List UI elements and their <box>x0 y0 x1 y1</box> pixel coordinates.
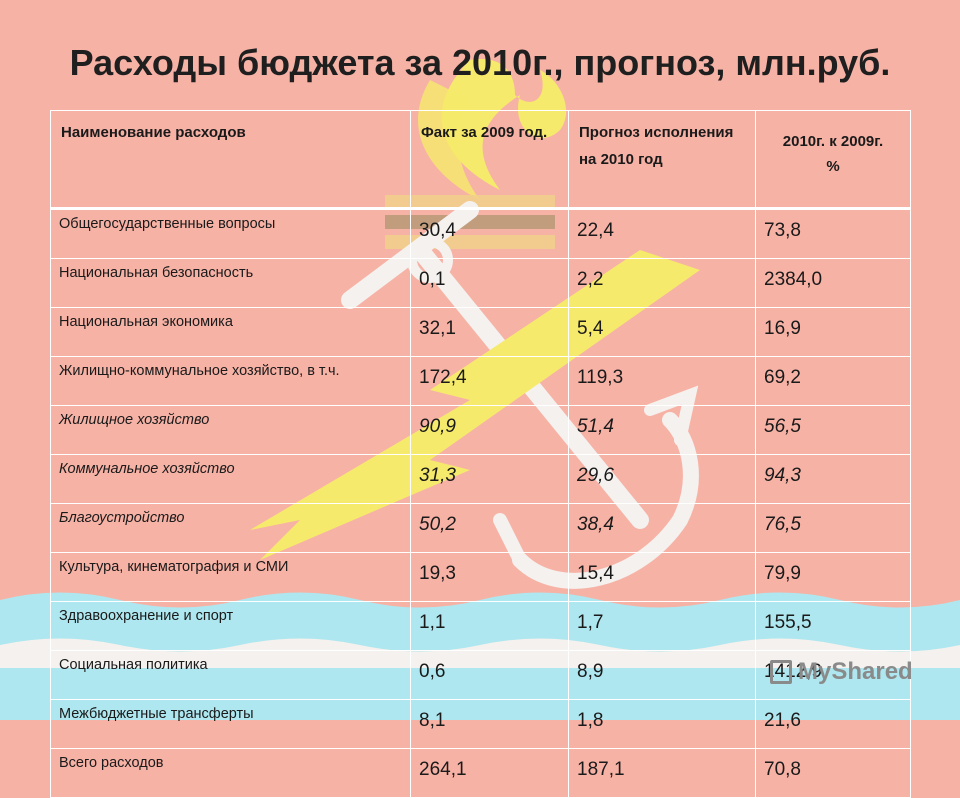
row-ratio: 56,5 <box>755 405 911 455</box>
table-row: Культура, кинематография и СМИ 19,3 15,4… <box>50 552 911 602</box>
header-ratio-line1: 2010г. к 2009г. <box>782 133 884 150</box>
table-row: Коммунальное хозяйство 31,3 29,6 94,3 <box>50 454 911 504</box>
row-forecast: 38,4 <box>568 503 756 553</box>
row-ratio: 69,2 <box>755 356 911 406</box>
row-fact: 30,4 <box>410 208 569 259</box>
row-ratio: 73,8 <box>755 208 911 259</box>
table-row: Жилищное хозяйство 90,9 51,4 56,5 <box>50 405 911 455</box>
table-row: Национальная безопасность 0,1 2,2 2384,0 <box>50 258 911 308</box>
row-ratio: 16,9 <box>755 307 911 357</box>
row-fact: 8,1 <box>410 699 569 749</box>
row-name: Общегосударственные вопросы <box>50 208 411 259</box>
row-fact: 0,6 <box>410 650 569 700</box>
row-fact: 31,3 <box>410 454 569 504</box>
row-name: Национальная безопасность <box>50 258 411 308</box>
row-name: Благоустройство <box>50 503 411 553</box>
row-forecast: 2,2 <box>568 258 756 308</box>
table-row: Общегосударственные вопросы 30,4 22,4 73… <box>50 208 911 259</box>
watermark-text: MyShared <box>798 658 913 685</box>
header-ratio-line2: % <box>826 158 840 175</box>
table-row: Здравоохранение и спорт 1,1 1,7 155,5 <box>50 601 911 651</box>
row-forecast: 119,3 <box>568 356 756 406</box>
row-forecast: 51,4 <box>568 405 756 455</box>
row-fact: 19,3 <box>410 552 569 602</box>
row-ratio: 2384,0 <box>755 258 911 308</box>
row-fact: 264,1 <box>410 748 569 798</box>
header-fact-2009: Факт за 2009 год. <box>410 110 569 209</box>
header-name: Наименование расходов <box>50 110 411 209</box>
row-forecast: 5,4 <box>568 307 756 357</box>
row-fact: 172,4 <box>410 356 569 406</box>
row-ratio: 76,5 <box>755 503 911 553</box>
row-forecast: 15,4 <box>568 552 756 602</box>
table-header-row: Наименование расходов Факт за 2009 год. … <box>50 110 911 209</box>
row-name: Культура, кинематография и СМИ <box>50 552 411 602</box>
row-name: Жилищное хозяйство <box>50 405 411 455</box>
row-ratio: 70,8 <box>755 748 911 798</box>
row-fact: 0,1 <box>410 258 569 308</box>
myshared-logo-icon <box>770 660 792 684</box>
row-forecast: 187,1 <box>568 748 756 798</box>
row-name: Коммунальное хозяйство <box>50 454 411 504</box>
header-ratio: 2010г. к 2009г. % <box>755 110 911 209</box>
row-forecast: 8,9 <box>568 650 756 700</box>
budget-table: Наименование расходов Факт за 2009 год. … <box>50 110 911 798</box>
row-forecast: 22,4 <box>568 208 756 259</box>
row-fact: 1,1 <box>410 601 569 651</box>
row-forecast: 1,8 <box>568 699 756 749</box>
row-ratio: 21,6 <box>755 699 911 749</box>
table-total-row: Всего расходов 264,1 187,1 70,8 <box>50 748 911 798</box>
table-row: Национальная экономика 32,1 5,4 16,9 <box>50 307 911 357</box>
row-name: Социальная политика <box>50 650 411 700</box>
row-fact: 90,9 <box>410 405 569 455</box>
page-title: Расходы бюджета за 2010г., прогноз, млн.… <box>69 42 891 83</box>
row-forecast: 29,6 <box>568 454 756 504</box>
row-name: Всего расходов <box>50 748 411 798</box>
table-row: Межбюджетные трансферты 8,1 1,8 21,6 <box>50 699 911 749</box>
header-forecast-2010: Прогноз исполнения на 2010 год <box>568 110 756 209</box>
row-fact: 32,1 <box>410 307 569 357</box>
row-fact: 50,2 <box>410 503 569 553</box>
row-name: Межбюджетные трансферты <box>50 699 411 749</box>
row-ratio: 94,3 <box>755 454 911 504</box>
row-ratio: 79,9 <box>755 552 911 602</box>
row-forecast: 1,7 <box>568 601 756 651</box>
watermark: MyShared <box>770 658 913 686</box>
row-name: Жилищно-коммунальное хозяйство, в т.ч. <box>50 356 411 406</box>
table-row: Жилищно-коммунальное хозяйство, в т.ч. 1… <box>50 356 911 406</box>
row-name: Здравоохранение и спорт <box>50 601 411 651</box>
row-ratio: 155,5 <box>755 601 911 651</box>
table-row: Благоустройство 50,2 38,4 76,5 <box>50 503 911 553</box>
row-name: Национальная экономика <box>50 307 411 357</box>
